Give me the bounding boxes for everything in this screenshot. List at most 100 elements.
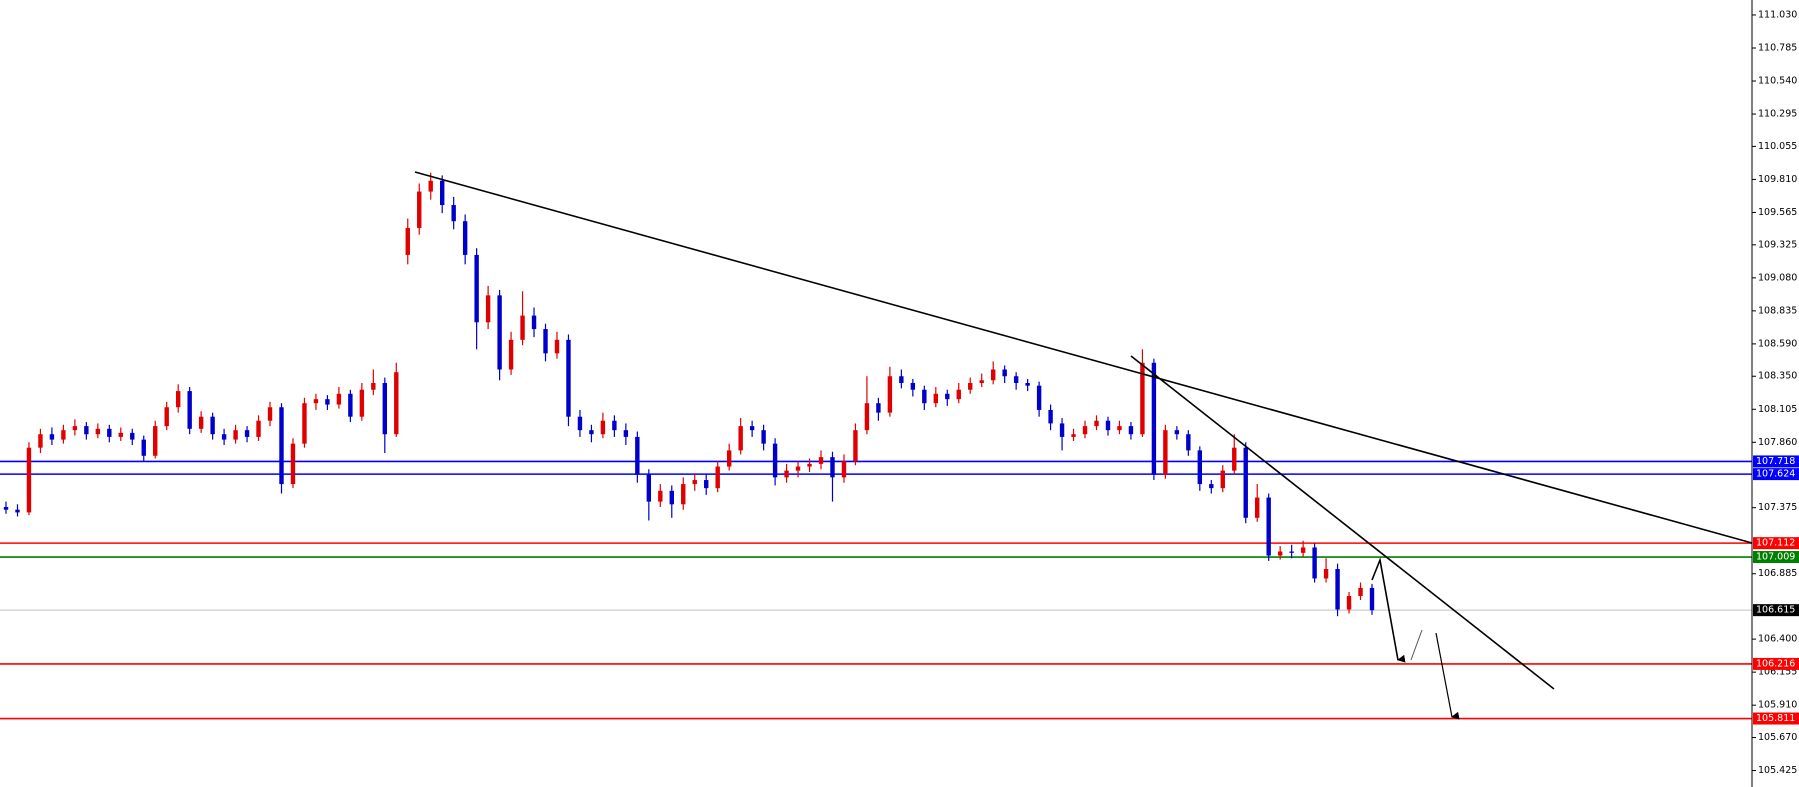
candle-body [118, 432, 123, 437]
candle-body [520, 315, 525, 340]
candle-body [394, 372, 399, 435]
candle-body [359, 389, 365, 417]
trend-line [1130, 355, 1555, 690]
candle-body [1358, 587, 1363, 596]
candle-body [1082, 426, 1088, 435]
level-label-bg [1753, 712, 1799, 725]
candle-body [290, 443, 296, 485]
candle-body [382, 382, 388, 435]
candle-body [646, 474, 652, 502]
y-tick-label: 109.325 [1758, 239, 1797, 250]
candle-body [417, 191, 422, 228]
candle-body [15, 509, 20, 513]
candle-body [474, 254, 479, 323]
projection-arrow [1371, 557, 1406, 663]
candle-body [543, 329, 548, 354]
candle-body [153, 426, 158, 456]
candle-body [589, 430, 594, 435]
y-tick-label: 108.590 [1758, 338, 1797, 349]
level-label: 106.216 [1756, 658, 1795, 669]
candle-body [84, 426, 89, 435]
candle-body [1048, 409, 1053, 424]
candle-body [1220, 470, 1225, 489]
y-tick-label: 106.885 [1758, 568, 1797, 579]
candle-body [841, 461, 847, 478]
candle-body [38, 434, 43, 448]
y-tick-label: 105.670 [1758, 732, 1797, 743]
candle-body [612, 420, 617, 431]
candle-body [566, 339, 571, 417]
candle-body [72, 426, 78, 431]
candle-body [1094, 420, 1099, 427]
candle-body [1174, 430, 1180, 435]
candle-body [325, 399, 330, 405]
candle-body [198, 416, 204, 429]
level-label: 107.009 [1756, 552, 1795, 563]
candle-body [704, 480, 709, 489]
candle-body [899, 376, 904, 383]
y-tick-label: 106.155 [1758, 667, 1797, 678]
candle-body [1002, 369, 1007, 377]
candle-body [979, 380, 984, 383]
candle-body [1105, 420, 1111, 431]
candle-body [1209, 484, 1214, 489]
candle-body [715, 466, 720, 489]
candle-body [749, 426, 755, 431]
candle-body [1232, 447, 1237, 471]
y-tick-label: 107.860 [1758, 437, 1797, 448]
candle-body [1255, 497, 1260, 518]
candle-body [485, 295, 491, 323]
candle-body [164, 407, 169, 427]
y-tick-label: 109.080 [1758, 272, 1797, 283]
candle-body [577, 416, 583, 431]
candle-body [635, 436, 640, 475]
level-label-bg [1753, 455, 1799, 468]
candle-body [1186, 434, 1191, 451]
candle-body [1300, 547, 1306, 553]
y-tick-label: 108.105 [1758, 404, 1797, 415]
candle-body [187, 391, 192, 429]
y-tick-label: 110.055 [1758, 141, 1797, 152]
candle-body [1312, 547, 1317, 579]
candle-body [1335, 569, 1340, 610]
y-tick-label: 109.810 [1758, 174, 1797, 185]
trend-line [414, 171, 1753, 544]
candle-body [336, 393, 342, 405]
candle-body [462, 221, 468, 255]
candle-body [279, 407, 284, 485]
level-label-bg [1753, 537, 1799, 550]
candle-body [623, 430, 629, 437]
candle-body [772, 443, 778, 478]
y-tick-label: 105.910 [1758, 700, 1797, 711]
candle-body [141, 439, 146, 456]
candle-body [658, 490, 663, 502]
y-tick-label: 106.400 [1758, 634, 1797, 645]
candle-body [3, 507, 9, 510]
candle-body [221, 434, 227, 440]
candle-body [1197, 450, 1203, 485]
candle-body [1071, 434, 1076, 437]
candle-body [761, 430, 766, 444]
candle-body [990, 369, 996, 381]
level-label-bg [1753, 604, 1799, 617]
candle-body [554, 339, 560, 354]
level-label: 107.112 [1756, 538, 1795, 549]
candles [3, 172, 1375, 617]
candle-body [451, 205, 456, 222]
candle-body [428, 180, 433, 192]
y-tick-label: 108.350 [1758, 371, 1797, 382]
candle-body [956, 389, 961, 400]
drawings [414, 171, 1753, 720]
candle-body [1277, 551, 1283, 556]
candle-body [1059, 423, 1065, 437]
candle-body [267, 407, 273, 421]
price-scale: 111.030 110.785 110.540 110.295 110.055 109.8… [1752, 9, 1799, 776]
candle-body [233, 430, 238, 440]
candle-body [726, 450, 732, 467]
candle-body [348, 393, 353, 417]
candle-body [531, 315, 537, 330]
candle-body [922, 389, 927, 404]
level-label-bg [1753, 657, 1799, 670]
candle-body [95, 428, 101, 435]
